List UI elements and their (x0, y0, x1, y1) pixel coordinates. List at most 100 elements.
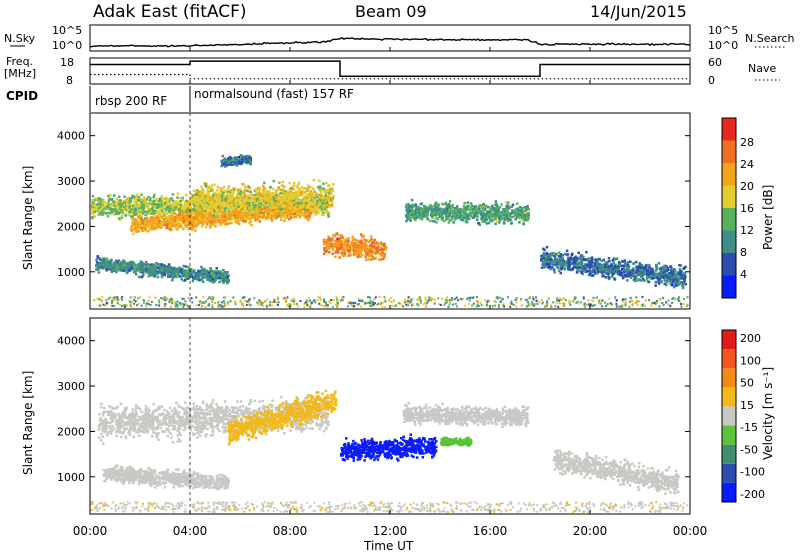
freq-label-line2: [MHz] (4, 67, 36, 80)
power-cell-2367 (178, 216, 181, 220)
power-cell-2417 (253, 210, 257, 214)
power-cell-917 (145, 206, 148, 209)
power-cell-713 (163, 213, 166, 216)
power-cell-4288 (328, 251, 331, 254)
power-cell-2248 (302, 207, 305, 211)
power-cell-3794 (223, 194, 226, 198)
power-cell-2402 (151, 220, 154, 223)
power-cell-130 (155, 204, 158, 208)
power-cell-3283 (219, 270, 223, 273)
power-cell-2289 (188, 220, 191, 223)
power-cell-1251 (185, 199, 188, 203)
power-cell-4146 (211, 189, 215, 193)
power-cell-2904 (106, 260, 109, 263)
power-cell-3217 (226, 279, 229, 282)
power-cell-2058 (152, 227, 155, 231)
power-cell-2154 (155, 217, 158, 221)
power-cell-4030 (293, 181, 296, 185)
power-cell-956 (172, 201, 176, 204)
power-cell-1891 (215, 214, 219, 218)
freq-right-tick-bottom: 0 (708, 74, 715, 87)
power-cell-3287 (172, 272, 175, 275)
power-cell-3274 (154, 265, 157, 269)
power-cell-922 (312, 205, 315, 208)
power-cell-2078 (256, 209, 260, 212)
power-cell-2960 (184, 265, 188, 268)
power-cell-1313 (145, 210, 149, 214)
power-cell-4373 (339, 234, 342, 237)
power-cell-4798 (429, 204, 432, 207)
power-cell-877 (112, 194, 116, 197)
power-cell-3341 (206, 188, 210, 191)
power-cell-4954 (476, 215, 479, 218)
power-cell-4470 (343, 238, 346, 241)
power-cell-1711 (298, 215, 302, 219)
power-cell-3589 (322, 182, 325, 186)
power-cell-584 (260, 204, 264, 207)
power-cell-1102 (131, 210, 134, 213)
power-cell-1634 (131, 218, 134, 221)
power-cell-4084 (215, 197, 218, 201)
power-cell-2224 (156, 225, 159, 228)
power-cell-3917 (267, 203, 270, 207)
power-cell-996 (304, 190, 307, 194)
power-cell-4463 (382, 254, 385, 258)
power-cell-1172 (112, 209, 116, 212)
power-cell-4498 (374, 256, 377, 260)
power-cell-710 (252, 201, 255, 204)
power-cell-3868 (220, 208, 223, 211)
power-cell-2386 (234, 218, 237, 222)
power-cell-2324 (198, 217, 202, 221)
power-cell-3471 (227, 187, 230, 190)
power-cell-4650 (515, 202, 519, 205)
power-cell-2428 (194, 229, 197, 232)
power-cell-1570 (285, 216, 289, 219)
power-cell-788 (128, 205, 131, 208)
power-cell-2298 (241, 215, 244, 219)
power-cell-2413 (205, 214, 208, 218)
power-cell-3964 (284, 196, 287, 199)
power-cell-853 (276, 215, 279, 218)
power-cell-2404 (133, 219, 136, 223)
power-cell-708 (154, 209, 158, 213)
power-cell-175 (158, 197, 162, 201)
power-cell-1289 (101, 205, 104, 208)
power-cell-4078 (276, 200, 279, 203)
power-cell-589 (111, 203, 114, 207)
power-cell-4037 (248, 215, 252, 219)
power-cell-4080 (276, 207, 279, 211)
power-cell-1157 (166, 200, 169, 203)
power-cell-1068 (134, 209, 137, 212)
power-cell-4345 (343, 249, 346, 252)
power-cell-2281 (175, 224, 178, 227)
power-cell-1345 (210, 204, 213, 207)
power-cell-4109 (224, 203, 228, 206)
power-cell-1109 (193, 209, 197, 212)
power-cell-2023 (138, 221, 141, 224)
power-cell-181 (327, 211, 330, 215)
power-cell-2861 (178, 266, 181, 270)
power-cell-1527 (273, 212, 276, 216)
power-cell-2701 (129, 263, 133, 267)
power-cell-3279 (147, 269, 150, 272)
power-cell-2373 (148, 227, 151, 230)
power-cell-1342 (91, 208, 94, 212)
power-cell-3982 (275, 205, 278, 209)
power-cell-1375 (114, 201, 117, 204)
power-cell-626 (129, 215, 133, 218)
power-cell-3286 (200, 272, 203, 275)
power-cell-1388 (91, 195, 95, 198)
cpid-label: CPID (6, 89, 38, 103)
power-cell-1484 (163, 222, 166, 225)
power-cell-1163 (133, 200, 136, 203)
power-cell-1400 (184, 193, 188, 197)
power-cell-2564 (115, 270, 118, 274)
power-cell-4353 (370, 235, 373, 238)
power-cell-840 (192, 202, 195, 206)
power-cell-4086 (202, 190, 206, 194)
power-cell-4045 (232, 188, 236, 191)
power-cell-1934 (214, 213, 218, 216)
power-cell-721 (143, 217, 147, 220)
power-cell-4099 (258, 193, 261, 197)
power-cell-1306 (103, 209, 106, 212)
